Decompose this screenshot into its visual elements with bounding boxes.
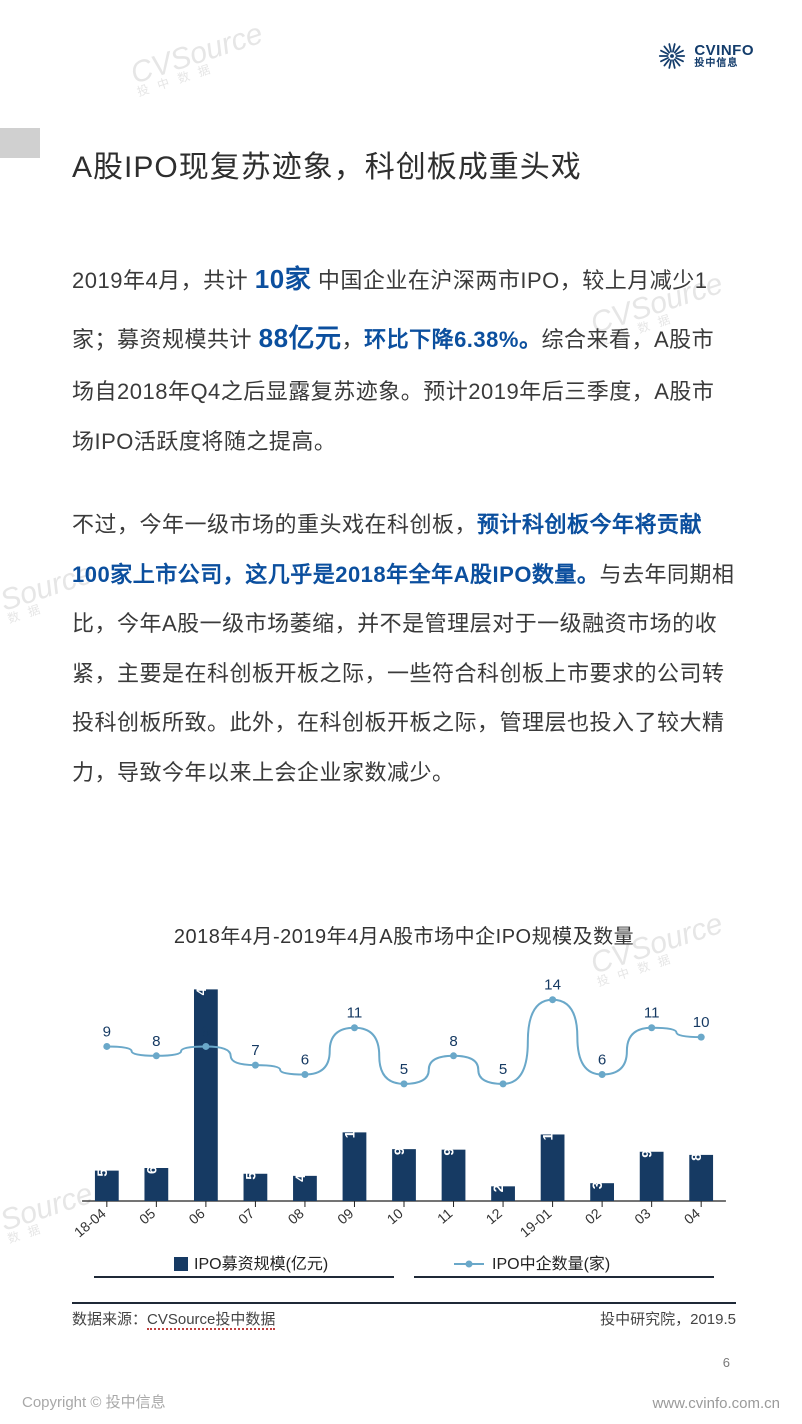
svg-text:11: 11 (434, 1205, 456, 1227)
svg-text:IPO中企数量(家): IPO中企数量(家) (492, 1255, 610, 1273)
svg-text:5: 5 (499, 1061, 507, 1078)
svg-text:02: 02 (582, 1205, 604, 1227)
chart-container: 2018年4月-2019年4月A股市场中企IPO规模及数量 5863404524… (72, 920, 736, 1286)
svg-text:99: 99 (391, 1139, 407, 1155)
svg-text:6: 6 (598, 1052, 606, 1069)
svg-text:6: 6 (301, 1052, 309, 1069)
highlight-amount: 88亿元 (259, 323, 342, 353)
source-label: 数据来源： (72, 1311, 147, 1328)
page-number: 6 (723, 1355, 730, 1370)
watermark: CVSource投 中 数 据 (128, 20, 270, 98)
paragraph-2: 不过，今年一级市场的重头戏在科创板，预计科创板今年将贡献100家上市公司，这几乎… (72, 500, 736, 797)
svg-text:09: 09 (334, 1205, 356, 1227)
paragraph-1: 2019年4月，共计 10家 中国企业在沪深两市IPO，较上月减少1家；募资规模… (72, 250, 736, 466)
source-right: 投中研究院，2019.5 (600, 1308, 736, 1329)
svg-text:94: 94 (639, 1142, 655, 1158)
svg-text:06: 06 (186, 1205, 208, 1227)
svg-text:08: 08 (285, 1205, 307, 1227)
svg-text:11: 11 (644, 1005, 660, 1022)
svg-text:12: 12 (483, 1205, 505, 1227)
logo-text-cn: 投中信息 (694, 59, 754, 70)
svg-text:8: 8 (152, 1033, 160, 1050)
svg-text:04: 04 (681, 1205, 703, 1227)
svg-text:404: 404 (193, 972, 209, 996)
svg-text:11: 11 (347, 1005, 363, 1022)
svg-text:07: 07 (235, 1205, 257, 1227)
svg-text:48: 48 (292, 1166, 308, 1182)
logo-text-en: CVINFO (694, 43, 754, 59)
source-value: CVSource投中数据 (147, 1311, 275, 1330)
svg-text:10: 10 (693, 1014, 710, 1031)
ipo-combo-chart: 5863404524813199982812734948818-04050607… (72, 971, 736, 1251)
svg-text:63: 63 (143, 1158, 159, 1174)
chart-title: 2018年4月-2019年4月A股市场中企IPO规模及数量 (72, 920, 736, 949)
chart-legend: IPO募资规模(亿元) IPO中企数量(家) (72, 1251, 736, 1281)
svg-text:28: 28 (490, 1177, 506, 1193)
svg-text:127: 127 (540, 1117, 556, 1141)
svg-text:18-04: 18-04 (71, 1205, 109, 1240)
svg-text:98: 98 (440, 1140, 456, 1156)
body-text: 2019年4月，共计 10家 中国企业在沪深两市IPO，较上月减少1家；募资规模… (72, 250, 736, 831)
svg-text:8: 8 (449, 1033, 457, 1050)
svg-text:58: 58 (94, 1161, 110, 1177)
svg-text:5: 5 (400, 1061, 408, 1078)
svg-text:34: 34 (589, 1173, 605, 1189)
source-line: 数据来源：CVSource投中数据 投中研究院，2019.5 (72, 1302, 736, 1329)
svg-text:03: 03 (631, 1205, 653, 1227)
svg-text:9: 9 (202, 1023, 210, 1040)
svg-text:10: 10 (384, 1205, 406, 1227)
svg-text:131: 131 (341, 1115, 357, 1139)
footer-url: www.cvinfo.com.cn (652, 1395, 780, 1412)
title-accent-block (0, 128, 40, 158)
logo-burst-icon: rays (658, 42, 686, 70)
svg-text:52: 52 (242, 1164, 258, 1180)
svg-text:IPO募资规模(亿元): IPO募资规模(亿元) (194, 1255, 328, 1273)
page-title: A股IPO现复苏迹象，科创板成重头戏 (72, 142, 754, 186)
copyright: Copyright © 投中信息 (22, 1391, 166, 1412)
brand-logo: rays CVINFO 投中信息 (658, 42, 754, 70)
highlight-count: 10家 (255, 264, 311, 294)
svg-text:05: 05 (136, 1205, 158, 1227)
svg-text:14: 14 (544, 977, 561, 994)
svg-text:7: 7 (251, 1042, 259, 1059)
svg-text:88: 88 (688, 1145, 704, 1161)
highlight-change: 环比下降6.38%。 (364, 327, 541, 352)
svg-text:19-01: 19-01 (517, 1205, 555, 1240)
svg-text:9: 9 (103, 1023, 111, 1040)
